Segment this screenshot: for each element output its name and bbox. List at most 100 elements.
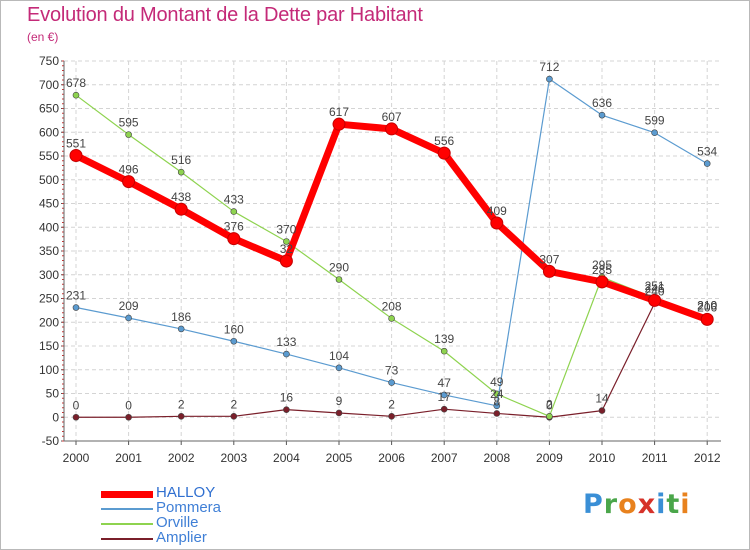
data-label-orville: 595 (119, 116, 139, 130)
data-point-pommera (72, 304, 80, 311)
x-tick-label: 2001 (115, 451, 142, 465)
data-point-orville (335, 276, 343, 283)
data-point-halloy (542, 264, 556, 278)
data-point-orville (388, 315, 395, 322)
y-tick-label: 750 (39, 54, 59, 68)
data-point-orville (440, 347, 448, 355)
data-label-pommera: 73 (385, 364, 399, 378)
legend-label: Orville (156, 514, 199, 531)
data-label-orville: 370 (276, 223, 296, 237)
x-tick-label: 2006 (378, 451, 405, 465)
legend-swatch (101, 538, 153, 540)
data-label-orville: 251 (645, 279, 665, 293)
y-tick-label: 0 (52, 410, 59, 424)
data-label-halloy: 32 (280, 242, 294, 256)
x-tick-label: 2010 (589, 451, 616, 465)
legend-item-orville: Orville (101, 514, 301, 531)
data-point-orville (546, 412, 553, 420)
y-tick-label: 200 (39, 315, 59, 329)
y-tick-label: 400 (39, 220, 59, 234)
data-point-pommera (177, 325, 185, 333)
legend-swatch (101, 508, 153, 510)
y-tick-label: 700 (39, 78, 59, 92)
data-point-halloy (385, 122, 399, 136)
data-point-orville (125, 131, 132, 138)
legend-swatch (101, 523, 153, 525)
data-label-pommera: 209 (119, 299, 139, 313)
data-label-pommera: 186 (171, 310, 191, 324)
data-point-pommera (230, 337, 238, 345)
data-label-orville: 208 (382, 299, 402, 313)
y-tick-label: 300 (39, 268, 59, 282)
data-point-orville (177, 168, 185, 176)
data-point-halloy (490, 216, 504, 230)
data-label-orville: 49 (490, 375, 504, 389)
y-tick-label: 550 (39, 149, 59, 163)
data-label-halloy: 617 (329, 105, 349, 119)
data-label-pommera: 534 (697, 145, 717, 159)
data-label-amplier: 0 (73, 398, 80, 412)
legend-label: HALLOY (156, 484, 216, 501)
data-point-halloy (227, 232, 241, 246)
data-label-amplier: 2 (388, 397, 395, 411)
x-tick-label: 2004 (273, 451, 300, 465)
logo-letter: P (583, 489, 604, 520)
data-label-pommera: 104 (329, 349, 349, 363)
data-point-pommera (546, 75, 553, 83)
data-label-halloy: 285 (592, 263, 612, 277)
data-label-amplier: 2 (178, 397, 185, 411)
data-label-amplier: 0 (546, 398, 553, 412)
y-tick-label: 650 (39, 102, 59, 116)
chart-legend: HALLOY Pommera Orville Amplier (101, 484, 301, 546)
data-label-halloy: 246 (645, 281, 665, 295)
logo-letter: o (618, 489, 638, 520)
data-label-halloy: 496 (119, 163, 139, 177)
data-point-halloy (174, 202, 188, 216)
data-point-amplier (177, 412, 185, 420)
data-point-amplier (230, 412, 238, 420)
data-point-halloy (437, 146, 451, 160)
data-label-halloy: 438 (171, 190, 191, 204)
data-label-halloy: 409 (487, 204, 507, 218)
data-point-pommera (388, 379, 395, 386)
data-point-orville (230, 208, 238, 215)
legend-swatch (101, 490, 153, 498)
y-tick-label: 350 (39, 244, 59, 258)
data-point-amplier (283, 406, 290, 413)
data-label-orville: 210 (697, 299, 717, 313)
data-point-halloy (69, 149, 83, 163)
data-label-halloy: 551 (66, 137, 86, 151)
data-label-halloy: 607 (382, 110, 402, 124)
y-tick-label: 150 (39, 339, 59, 353)
data-label-pommera: 24 (490, 387, 504, 401)
x-tick-label: 2007 (431, 451, 458, 465)
legend-item-pommera: Pommera (101, 500, 301, 516)
logo-letter: i (680, 489, 691, 520)
x-tick-label: 2005 (326, 451, 353, 465)
data-label-pommera: 636 (592, 96, 612, 110)
data-label-orville: 678 (66, 76, 86, 90)
data-label-amplier: 240 (645, 284, 665, 298)
data-point-halloy (332, 117, 346, 131)
data-point-pommera (440, 391, 448, 399)
data-point-amplier (440, 405, 448, 413)
legend-item-amplier: Amplier (101, 530, 301, 546)
data-point-amplier (598, 407, 606, 414)
data-point-pommera (335, 364, 343, 372)
data-point-halloy (648, 293, 662, 307)
data-label-amplier: 210 (697, 299, 717, 313)
y-tick-label: 50 (46, 387, 60, 401)
x-tick-label: 2009 (536, 451, 563, 465)
data-label-amplier: 14 (595, 392, 609, 406)
data-label-amplier: 0 (125, 398, 132, 412)
data-label-orville: 295 (592, 258, 612, 272)
data-label-amplier: 2 (230, 397, 237, 411)
y-tick-label: 450 (39, 197, 59, 211)
data-point-amplier (125, 413, 132, 421)
data-point-halloy (122, 175, 136, 189)
data-point-pommera (493, 402, 501, 410)
data-point-orville (283, 238, 290, 245)
data-label-orville: 2 (546, 397, 553, 411)
